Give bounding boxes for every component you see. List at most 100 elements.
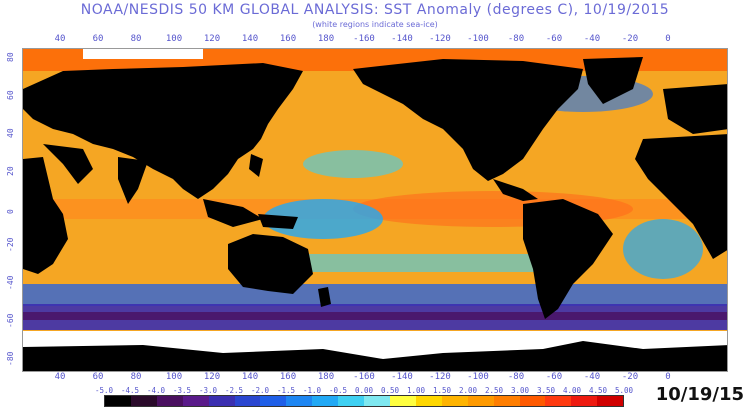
land-arabia [43,144,93,184]
land-south-america [523,199,613,319]
colorbar-swatch [286,396,313,406]
colorbar-swatch [415,396,442,406]
top-longitude-tick: -20 [621,34,639,44]
top-longitude-tick: -160 [353,34,375,44]
colorbar-swatch [312,396,339,406]
cool-band-south-pacific [263,254,583,272]
land-australia [228,234,313,294]
bottom-longitude-tick: 0 [665,372,671,382]
colorbar-tick-label: -0.5 [328,386,348,395]
colorbar-tick-label: -1.5 [276,386,296,395]
colorbar-swatch [182,396,209,406]
land-eurasia [23,63,303,199]
colorbar-tick-label: -2.0 [250,386,270,395]
colorbar-tick-label: -4.5 [120,386,140,395]
map-subtitle: (white regions indicate sea-ice) [312,20,438,29]
colorbar-tick-label: -2.5 [224,386,244,395]
sst-anomaly-map [22,48,728,372]
bottom-longitude-tick: 80 [130,372,142,382]
colorbar-swatch [597,396,624,406]
land-greenland [583,57,643,104]
colorbar-tick-label: -4.0 [146,386,166,395]
top-longitude-tick: -60 [545,34,563,44]
land-africa-east-edge [635,134,727,259]
cool-pool-north-pacific [303,150,403,178]
colorbar-tick-label: 3.00 [510,386,530,395]
map-canvas [23,49,727,371]
bottom-longitude-tick: -100 [467,372,489,382]
colorbar-swatch [234,396,261,406]
colorbar-swatch [493,396,520,406]
longitude-axis-top: 40 60 80 100 120 140 160 180 -160 -140 -120 -100 -80… [0,34,750,46]
colorbar-tick-label: -3.0 [198,386,218,395]
land-indonesia [203,199,263,227]
latitude-tick: -40 [6,275,15,290]
land-new-zealand [318,287,331,307]
bottom-longitude-tick: -40 [583,372,601,382]
colorbar-swatch [545,396,572,406]
longitude-axis-bottom: 40 60 80 100 120 140 160 180 -160 -140 -120 -100 -80… [0,372,750,384]
bottom-longitude-tick: -160 [353,372,375,382]
latitude-axis: 80 60 40 20 0 -20 -40 -60 -80 [0,48,22,372]
colorbar-swatch [441,396,468,406]
land-new-guinea [258,214,298,229]
land-central-america [493,179,538,201]
colorbar-tick-label: 2.50 [484,386,504,395]
colorbar-tick-label: -1.0 [302,386,322,395]
latitude-tick: 20 [6,166,15,176]
top-longitude-tick: 80 [130,34,142,44]
top-longitude-tick: -100 [467,34,489,44]
latitude-tick: -80 [6,351,15,366]
colorbar-swatch [364,396,390,406]
bottom-longitude-tick: 40 [54,372,66,382]
top-longitude-tick: -120 [429,34,451,44]
top-longitude-tick: 60 [92,34,104,44]
colorbar-swatch [260,396,287,406]
colorbar [104,395,624,407]
colorbar-tick-label: 0.50 [380,386,400,395]
colorbar-tick-label: 3.50 [536,386,556,395]
colorbar-swatch [571,396,598,406]
top-longitude-tick: 100 [165,34,183,44]
latitude-tick: 80 [6,52,15,62]
top-longitude-tick: -80 [507,34,525,44]
latitude-tick: 60 [6,90,15,100]
colorbar-swatch [208,396,235,406]
colorbar-swatch [156,396,183,406]
latitude-tick: -20 [6,237,15,252]
latitude-tick: -60 [6,313,15,328]
bottom-longitude-tick: 180 [317,372,335,382]
southern-ocean-dark-band [23,312,727,320]
colorbar-tick-label: 4.50 [588,386,608,395]
land-north-america [353,59,583,181]
bottom-longitude-tick: 160 [279,372,297,382]
colorbar-tick-label: 5.00 [614,386,634,395]
latitude-tick: 0 [6,209,15,214]
bottom-longitude-tick: 100 [165,372,183,382]
bottom-longitude-tick: -120 [429,372,451,382]
land-india [118,157,148,204]
top-longitude-tick: 40 [54,34,66,44]
land-africa [23,157,68,274]
colorbar-swatch [519,396,546,406]
top-longitude-tick: -140 [391,34,413,44]
latitude-tick: 40 [6,128,15,138]
bottom-longitude-tick: 140 [241,372,259,382]
colorbar-tick-label: -3.5 [172,386,192,395]
top-longitude-tick: -40 [583,34,601,44]
bottom-longitude-tick: 60 [92,372,104,382]
bottom-longitude-tick: 120 [203,372,221,382]
top-longitude-tick: 120 [203,34,221,44]
colorbar-tick-label: 2.00 [458,386,478,395]
cool-pool-south-atlantic [623,219,703,279]
colorbar-swatch [389,396,416,406]
top-longitude-tick: 160 [279,34,297,44]
colorbar-swatch [338,396,365,406]
top-longitude-tick: 0 [665,34,671,44]
bottom-longitude-tick: -20 [621,372,639,382]
colorbar-tick-label: 4.00 [562,386,582,395]
bottom-longitude-tick: -80 [507,372,525,382]
top-longitude-tick: 180 [317,34,335,44]
date-stamp: 10/19/15 [655,384,744,405]
bottom-longitude-tick: -60 [545,372,563,382]
